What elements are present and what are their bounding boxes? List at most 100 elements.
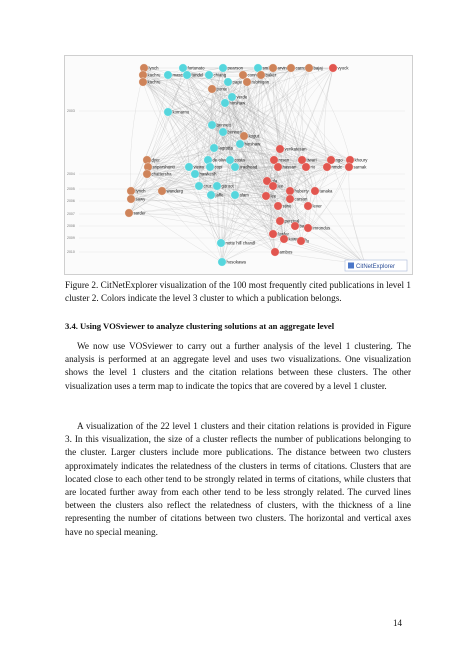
publication-node[interactable]: dyer: [142, 155, 161, 165]
citation-edge: [128, 212, 281, 222]
publication-node[interactable]: kogut: [239, 131, 260, 141]
publication-node[interactable]: rio: [301, 162, 316, 172]
publication-node[interactable]: ola: [262, 176, 278, 186]
publication-node[interactable]: baker: [256, 70, 277, 80]
publication-node[interactable]: goroot: [212, 181, 235, 191]
citation-edge: [146, 173, 223, 263]
publication-node[interactable]: hosokawa: [217, 257, 247, 267]
figure-caption: Figure 2. CitNetExplorer visualization o…: [65, 280, 411, 303]
publication-node[interactable]: connell: [238, 70, 261, 80]
publication-circle: [216, 238, 226, 248]
citation-edge: [146, 159, 291, 200]
publication-node[interactable]: imrondus: [303, 223, 330, 233]
publication-node[interactable]: carroll: [286, 63, 307, 73]
publication-circle: [290, 221, 300, 231]
publication-node[interactable]: vyock: [328, 63, 350, 73]
publication-node[interactable]: pearson: [218, 63, 244, 73]
publication-node[interactable]: kachru: [138, 70, 161, 80]
citation-edge: [229, 159, 316, 192]
publication-node[interactable]: carson: [285, 194, 308, 204]
publication-node[interactable]: tanaka: [310, 186, 333, 196]
publication-node[interactable]: stine: [273, 201, 292, 211]
publication-node[interactable]: arvin: [268, 63, 288, 73]
publication-label: lever: [313, 203, 323, 208]
publication-node[interactable]: rosen: [269, 155, 290, 165]
publication-node[interactable]: costa: [225, 155, 246, 165]
publication-node[interactable]: bennett: [218, 127, 243, 137]
publication-node[interactable]: fortunato: [178, 63, 205, 73]
year-label: 2003: [67, 109, 75, 113]
publication-node[interactable]: mason: [163, 70, 186, 80]
publication-node[interactable]: notte hill chandl: [216, 238, 256, 248]
publication-node[interactable]: page: [223, 77, 243, 87]
citation-edge: [220, 185, 274, 244]
citation-edge: [279, 67, 334, 222]
publication-node[interactable]: lynch: [126, 186, 146, 196]
publication-node[interactable]: hassan: [273, 162, 297, 172]
publication-node[interactable]: copi: [205, 162, 223, 172]
publication-node[interactable]: ngo: [326, 155, 343, 165]
citation-edge: [167, 74, 215, 149]
citation-edge: [243, 135, 332, 161]
publication-node[interactable]: bajaj: [304, 63, 323, 73]
publication-node[interactable]: chattersha: [142, 169, 172, 179]
citation-edge: [130, 159, 303, 192]
publication-node[interactable]: cruz: [194, 181, 212, 191]
publication-circle: [285, 194, 295, 204]
citation-edge: [130, 198, 366, 265]
citation-edge: [147, 67, 224, 168]
citation-edge: [167, 74, 218, 187]
publication-node[interactable]: tiwari: [297, 155, 317, 165]
publication-circle: [326, 155, 336, 165]
publication-node[interactable]: ponte: [207, 84, 228, 94]
publication-node[interactable]: komarnu: [163, 107, 190, 117]
publication-node[interactable]: venkatesan: [275, 144, 307, 154]
publication-label: rio: [311, 164, 316, 169]
publication-node[interactable]: rubinigan: [242, 77, 270, 87]
publication-node[interactable]: verde: [227, 92, 248, 102]
publication-node[interactable]: jaffe: [206, 190, 224, 200]
publication-node[interactable]: jiradhead: [230, 162, 258, 172]
publication-node[interactable]: lee: [261, 191, 277, 201]
citation-edge: [221, 166, 236, 263]
publication-node[interactable]: lee: [268, 181, 284, 191]
publication-circle: [223, 77, 233, 87]
citation-edge: [130, 111, 169, 192]
publication-node[interactable]: wanderg: [157, 186, 184, 196]
publication-circle: [268, 181, 278, 191]
publication-label: de oliveira: [213, 157, 233, 162]
publication-node[interactable]: tandel: [182, 70, 203, 80]
citation-edge: [147, 143, 241, 168]
publication-node[interactable]: vieira: [184, 162, 205, 172]
publication-node[interactable]: nmdc: [322, 162, 343, 172]
citation-edge: [130, 74, 188, 200]
publication-circle: [275, 216, 285, 226]
citation-edge: [146, 81, 229, 175]
publication-node[interactable]: hinshaw: [235, 139, 261, 149]
citation-edge: [279, 148, 309, 207]
publication-node[interactable]: chiang: [204, 70, 227, 80]
citation-edge: [213, 74, 244, 149]
publication-node[interactable]: hawkesh: [190, 169, 217, 179]
publication-node[interactable]: alam: [230, 190, 249, 200]
publication-node[interactable]: kachru: [138, 77, 161, 87]
publication-node[interactable]: percival: [275, 216, 300, 226]
publication-node[interactable]: fu: [296, 236, 310, 246]
publication-label: arvin: [278, 65, 288, 70]
publication-node[interactable]: lagrotta: [209, 143, 234, 153]
publication-circle: [163, 70, 173, 80]
citation-edge: [348, 166, 366, 265]
citation-edge: [229, 159, 350, 168]
publication-node[interactable]: sarnak: [344, 162, 367, 172]
publication-node[interactable]: ambos: [270, 247, 293, 257]
publication-label: dyer: [152, 157, 161, 162]
publication-node[interactable]: sawy: [126, 194, 146, 204]
publication-node[interactable]: sarder: [124, 208, 146, 218]
publication-node[interactable]: fowler: [268, 229, 290, 239]
publication-node[interactable]: bennett: [207, 120, 232, 130]
publication-node[interactable]: hinshaw: [220, 98, 246, 108]
publication-circle: [182, 70, 192, 80]
citation-edge: [143, 67, 226, 104]
publication-node[interactable]: lever: [303, 201, 323, 211]
citation-edge: [142, 74, 274, 235]
